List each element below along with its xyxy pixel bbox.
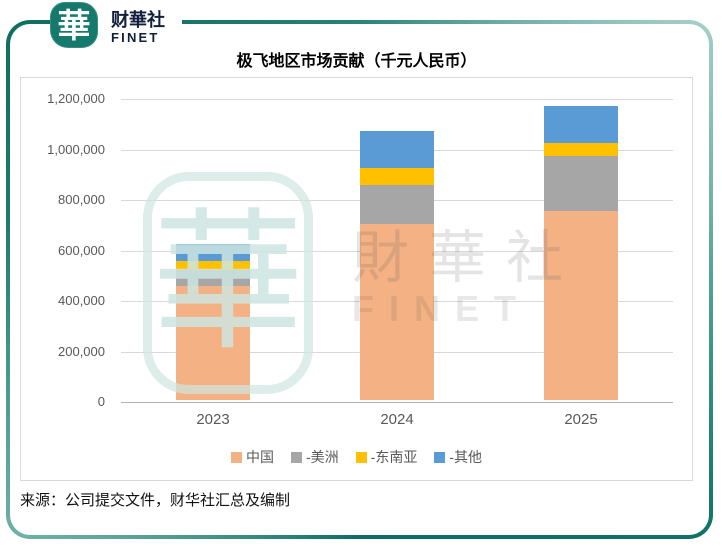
stacked-bar-2023 (176, 243, 250, 400)
chart-box: 1,200,000 1,000,000 800,000 600,000 400,000 2… (20, 77, 693, 481)
legend-item-东南亚: -东南亚 (355, 447, 418, 467)
x-tick-label: 2025 (564, 411, 598, 428)
legend-label: -其他 (449, 449, 482, 465)
x-tick-label: 2024 (380, 411, 414, 428)
y-tick-label: 0 (97, 394, 105, 409)
bar-segment-中国 (176, 286, 250, 400)
y-axis-labels: 1,200,000 1,000,000 800,000 600,000 400,000 2… (21, 91, 105, 409)
finet-seal-icon: 華 (50, 2, 98, 48)
legend-swatch-icon (434, 451, 446, 463)
bar-segment-其他 (176, 243, 250, 262)
brand-name-cn: 财華社 (111, 10, 165, 30)
brand-logo-text: 财華社 FINET (111, 10, 165, 45)
bar-segment-中国 (544, 211, 618, 400)
chart-legend: 中国 -美洲 -东南亚 -其他 (21, 447, 692, 467)
legend-swatch-icon (230, 451, 242, 463)
y-tick-label: 800,000 (58, 192, 105, 207)
bar-segment-美洲 (544, 156, 618, 212)
brand-logo: 華 财華社 FINET (50, 0, 182, 52)
brand-name-en: FINET (111, 30, 160, 45)
bar-segment-中国 (360, 224, 434, 400)
bar-segment-东南亚 (176, 261, 250, 271)
legend-swatch-icon (355, 451, 367, 463)
y-tick-label: 600,000 (58, 242, 105, 258)
source-note: 来源：公司提交文件，财华社汇总及编制 (20, 492, 291, 509)
legend-label: -东南亚 (370, 449, 418, 465)
stacked-bar-2024 (360, 131, 434, 400)
bar-segment-美洲 (360, 184, 434, 224)
bar-segment-东南亚 (360, 168, 434, 185)
bar-segment-东南亚 (544, 143, 618, 157)
legend-swatch-icon (290, 451, 302, 463)
legend-item-中国: 中国 (230, 447, 274, 467)
gridline (121, 402, 673, 403)
legend-item-美洲: -美洲 (290, 447, 339, 467)
legend-label: 中国 (245, 449, 274, 465)
x-tick-label: 2023 (196, 411, 230, 428)
finet-seal-char: 華 (57, 5, 91, 45)
y-tick-label: 1,000,000 (47, 141, 105, 157)
gridline (121, 99, 673, 100)
y-tick-label: 400,000 (58, 293, 105, 308)
bar-segment-美洲 (176, 270, 250, 287)
chart-title: 极飞地区市场贡献（千元人民币） (236, 53, 477, 70)
y-tick-label: 200,000 (58, 343, 105, 359)
legend-item-其他: -其他 (434, 447, 482, 467)
bar-segment-其他 (544, 105, 618, 144)
bar-segment-其他 (360, 131, 434, 169)
y-tick-label: 1,200,000 (47, 91, 105, 106)
stacked-bar-2025 (544, 105, 618, 400)
legend-label: -美洲 (305, 449, 339, 465)
